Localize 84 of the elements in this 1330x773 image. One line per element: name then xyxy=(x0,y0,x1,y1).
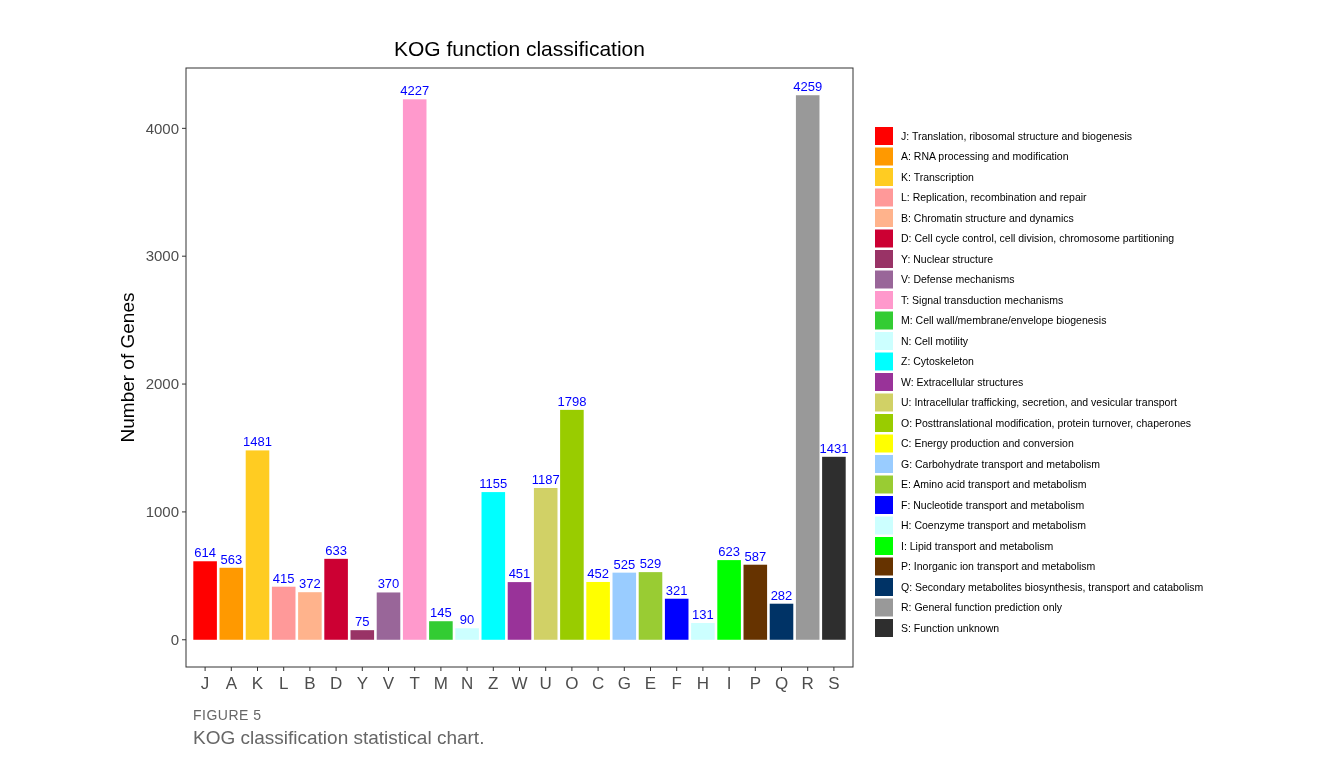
x-tick-label: P xyxy=(749,674,761,693)
x-tick-label: R xyxy=(801,674,814,693)
data-label: 321 xyxy=(665,582,688,598)
text: KOG classification statistical chart. xyxy=(193,727,485,748)
data-label: 529 xyxy=(639,556,662,572)
data-label: 452 xyxy=(587,565,609,581)
legend-label: H: Coenzyme transport and metabolism xyxy=(901,519,1087,532)
x-tick-label: O xyxy=(565,674,579,693)
legend-label: B: Chromatin structure and dynamics xyxy=(901,211,1074,224)
legend-label: E: Amino acid transport and metabolism xyxy=(901,478,1087,491)
legend-label: L: Replication, recombination and repair xyxy=(901,191,1088,204)
x-tick-label: E xyxy=(644,674,657,693)
legend-label: W: Extracellular structures xyxy=(901,375,1024,388)
x-tick-label: N xyxy=(460,674,474,693)
legend-label: G: Carbohydrate transport and metabolism xyxy=(901,457,1101,470)
data-label: 623 xyxy=(718,544,740,560)
x-tick-label: T xyxy=(409,674,420,693)
legend-label: I: Lipid transport and metabolism xyxy=(901,539,1054,552)
legend-label: R: General function prediction only xyxy=(901,601,1063,614)
data-label: 525 xyxy=(613,556,636,572)
data-label: 75 xyxy=(355,614,370,630)
legend-label: V: Defense mechanisms xyxy=(901,273,1015,286)
x-tick-label: I xyxy=(726,674,732,693)
x-tick-label: A xyxy=(225,674,238,693)
x-tick-label: W xyxy=(511,674,528,693)
y-tick-label: 4000 xyxy=(145,119,179,137)
data-label: 1431 xyxy=(819,440,849,456)
legend-label: J: Translation, ribosomal structure and biogenesis xyxy=(901,129,1133,142)
data-label: 1481 xyxy=(243,434,272,450)
x-tick-label: L xyxy=(278,674,289,693)
data-label: 372 xyxy=(299,576,321,592)
data-label: 633 xyxy=(325,542,347,558)
x-tick-label: H xyxy=(696,674,710,693)
legend-label: C: Energy production and conversion xyxy=(901,437,1074,450)
legend-label: T: Signal transduction mechanisms xyxy=(901,293,1064,306)
legend-label: A: RNA processing and modification xyxy=(901,150,1069,163)
legend-label: D: Cell cycle control, cell division, chromosome partitioning xyxy=(901,232,1175,245)
x-tick-label: Z xyxy=(488,674,499,693)
legend-label: Q: Secondary metabolites biosynthesis, transport and catabolism xyxy=(901,580,1204,593)
chart-title: KOG function classification xyxy=(394,37,645,60)
x-tick-label: V xyxy=(382,674,395,693)
legend-label: Y: Nuclear structure xyxy=(901,252,994,265)
data-label: 370 xyxy=(377,576,400,592)
legend-label: K: Transcription xyxy=(901,170,975,183)
x-tick-label: F xyxy=(671,674,682,693)
data-label: 1187 xyxy=(531,472,560,487)
y-tick-label: 1000 xyxy=(145,503,179,521)
data-label: 415 xyxy=(272,570,295,586)
data-label: 4227 xyxy=(400,83,430,99)
x-tick-label: Q xyxy=(774,674,789,693)
data-label: 90 xyxy=(459,612,475,628)
x-tick-label: B xyxy=(304,674,316,693)
data-label: 614 xyxy=(194,545,216,561)
x-tick-label: S xyxy=(828,674,840,693)
legend-label: Z: Cytoskeleton xyxy=(901,355,975,368)
legend-label: F: Nucleotide transport and metabolism xyxy=(901,498,1085,511)
x-tick-label: J xyxy=(200,674,210,693)
x-tick-label: C xyxy=(591,674,605,693)
data-label: 587 xyxy=(744,548,767,564)
x-tick-label: Y xyxy=(356,674,368,693)
x-tick-label: D xyxy=(329,674,343,693)
data-label: 131 xyxy=(692,607,714,623)
x-tick-label: K xyxy=(251,674,264,693)
data-label: 1155 xyxy=(479,476,508,492)
legend-label: M: Cell wall/membrane/envelope biogenesis xyxy=(901,314,1107,327)
data-label: 145 xyxy=(430,605,452,621)
caption: FIGURE 5 xyxy=(193,707,262,723)
data-label: 282 xyxy=(770,587,793,603)
legend-label: U: Intracellular trafficking, secretion, and vesicular transport xyxy=(901,396,1177,409)
x-tick-label: U xyxy=(539,674,552,693)
y-tick-label: 0 xyxy=(170,631,179,649)
y-axis-title: Number of Genes xyxy=(117,292,138,443)
y-tick-label: 3000 xyxy=(145,247,179,265)
x-tick-label: G xyxy=(617,674,631,693)
x-tick-label: M xyxy=(433,674,448,693)
legend-label: O: Posttranslational modification, protein turnover, chaperones xyxy=(901,416,1192,429)
legend-label: S: Function unknown xyxy=(901,621,1000,634)
data-label: 1798 xyxy=(557,393,587,409)
legend-label: N: Cell motility xyxy=(901,334,969,347)
legend-label: P: Inorganic ion transport and metabolism xyxy=(901,560,1096,573)
data-label: 4259 xyxy=(793,79,823,95)
data-label: 563 xyxy=(220,551,243,567)
data-label: 451 xyxy=(508,566,531,582)
y-tick-label: 2000 xyxy=(145,375,179,393)
